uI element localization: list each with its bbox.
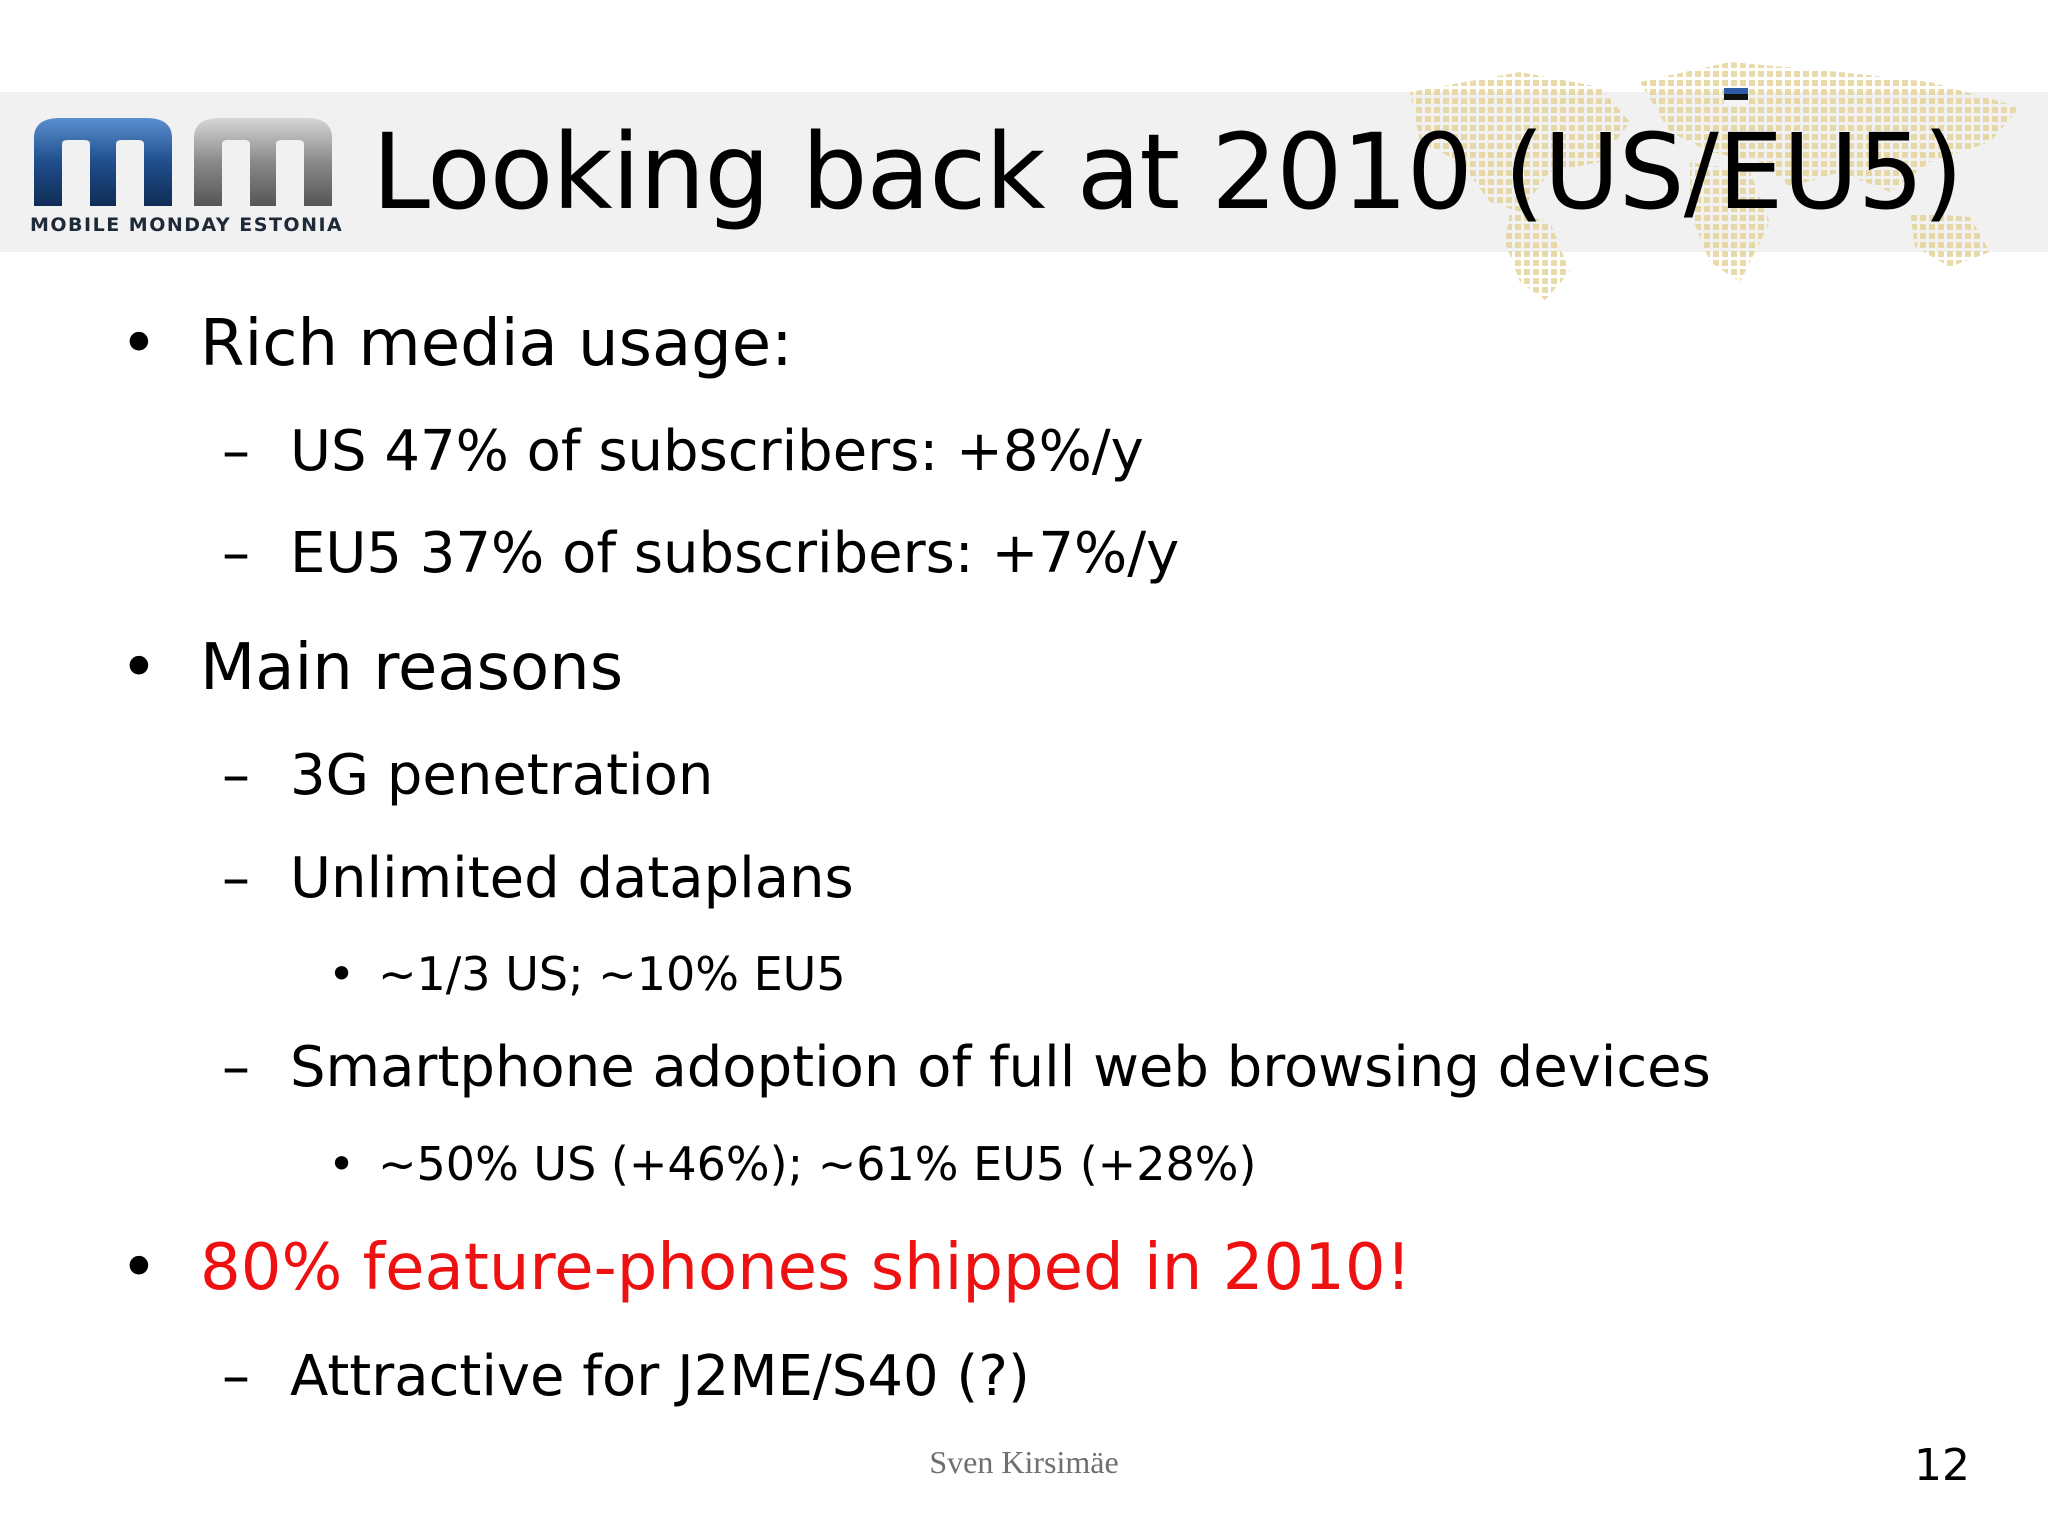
bullet-text: Unlimited dataplans bbox=[290, 846, 854, 911]
slide-title: Looking back at 2010 (US/EU5) bbox=[372, 111, 1963, 233]
dash-marker: – bbox=[222, 743, 250, 808]
bullet-text-highlight: 80% feature-phones shipped in 2010! bbox=[200, 1231, 1412, 1305]
footer-author: Sven Kirsimäe bbox=[929, 1444, 1119, 1480]
bullet-text: ~50% US (+46%); ~61% EU5 (+28%) bbox=[378, 1137, 1257, 1191]
bullet-marker: • bbox=[328, 1137, 356, 1191]
bullet-marker: • bbox=[120, 631, 158, 705]
bullet-text: Smartphone adoption of full web browsing… bbox=[290, 1035, 1711, 1100]
page-number: 12 bbox=[1914, 1440, 1970, 1491]
mm-logo-icon bbox=[34, 118, 332, 206]
bullet-text: EU5 37% of subscribers: +7%/y bbox=[290, 521, 1180, 586]
bullet-text: US 47% of subscribers: +8%/y bbox=[290, 419, 1144, 484]
bullet-text: Rich media usage: bbox=[200, 307, 793, 381]
logo-text: MOBILE MONDAY ESTONIA bbox=[30, 214, 344, 236]
dash-marker: – bbox=[222, 1344, 250, 1409]
mobile-monday-logo: MOBILE MONDAY ESTONIA bbox=[30, 110, 342, 240]
dash-marker: – bbox=[222, 521, 250, 586]
dash-marker: – bbox=[222, 1035, 250, 1100]
bullet-marker: • bbox=[120, 307, 158, 381]
dash-marker: – bbox=[222, 419, 250, 484]
bullet-text: Attractive for J2ME/S40 (?) bbox=[290, 1344, 1030, 1409]
dash-marker: – bbox=[222, 846, 250, 911]
bullet-text: 3G penetration bbox=[290, 743, 714, 808]
bullet-text: Main reasons bbox=[200, 631, 624, 705]
bullet-text: ~1/3 US; ~10% EU5 bbox=[378, 947, 846, 1001]
world-map-dots-icon bbox=[1410, 62, 2020, 300]
bullet-marker: • bbox=[120, 1231, 158, 1305]
bullet-marker: • bbox=[328, 947, 356, 1001]
